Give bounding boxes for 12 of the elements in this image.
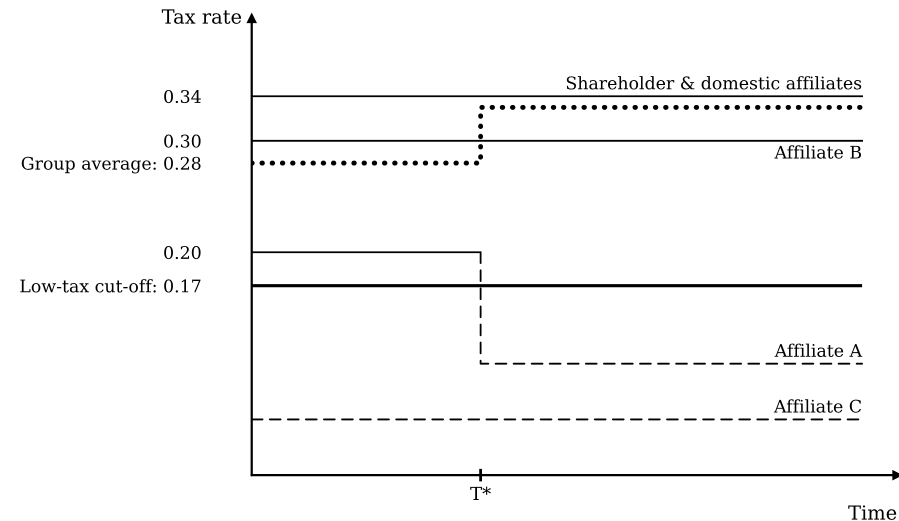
- series-label: Affiliate A: [774, 344, 862, 357]
- x-tick-label: T*: [470, 486, 491, 500]
- y-tick-label: 0.34: [164, 90, 201, 104]
- series-label: Shareholder & domestic affiliates: [566, 76, 862, 90]
- series-label: Affiliate B: [774, 145, 862, 159]
- y-tick-label: 0.30: [164, 134, 201, 148]
- y-tick-label: 0.20: [164, 246, 201, 260]
- series-label: Affiliate C: [774, 399, 862, 413]
- y-tick-label: Group average: 0.28: [22, 156, 201, 174]
- y-tick-label: Low-tax cut-off: 0.17: [20, 279, 200, 293]
- y-axis-title: Tax rate: [162, 9, 242, 24]
- x-axis-title: Time: [848, 505, 896, 520]
